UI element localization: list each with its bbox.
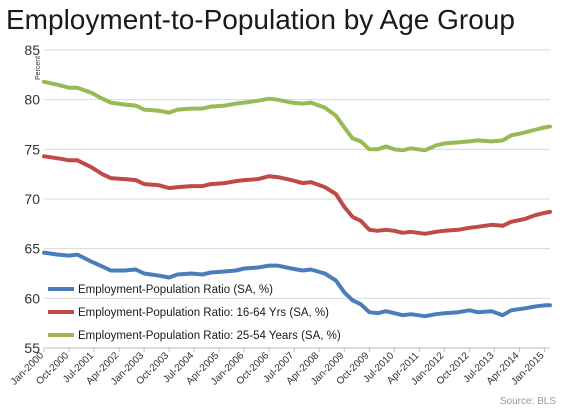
series-line-2 — [42, 154, 552, 236]
chart-title: Employment-to-Population by Age Group — [6, 4, 515, 35]
y-axis-ticks: 55 60 65 70 75 80 85 — [24, 42, 40, 356]
series-line-3 — [42, 79, 552, 153]
y-tick-label: 60 — [24, 290, 40, 306]
y-tick-label: 85 — [24, 42, 40, 58]
y-tick-label: 55 — [24, 340, 40, 356]
legend-label-2: Employment-Population Ratio: 16-64 Yrs (… — [78, 307, 329, 319]
y-tick-label: 75 — [24, 141, 40, 157]
y-tick-label: 65 — [24, 241, 40, 257]
y-tick-label: 70 — [24, 191, 40, 207]
legend-label-1: Employment-Population Ratio (SA, %) — [78, 284, 273, 296]
grid-lines — [44, 49, 550, 349]
legend: Employment-Population Ratio (SA, %) Emplo… — [48, 284, 341, 342]
x-axis-ticks: Jan-2000Oct-2000Jul-2001Apr-2002Jan-2003… — [9, 348, 547, 388]
y-axis-label: Percent — [35, 56, 42, 80]
y-tick-label: 80 — [24, 92, 40, 108]
series-lines — [42, 79, 552, 319]
source-note: Source: BLS — [500, 396, 556, 407]
legend-label-3: Employment-Population Ratio: 25-54 Years… — [78, 330, 341, 342]
series-line-1 — [42, 250, 552, 319]
